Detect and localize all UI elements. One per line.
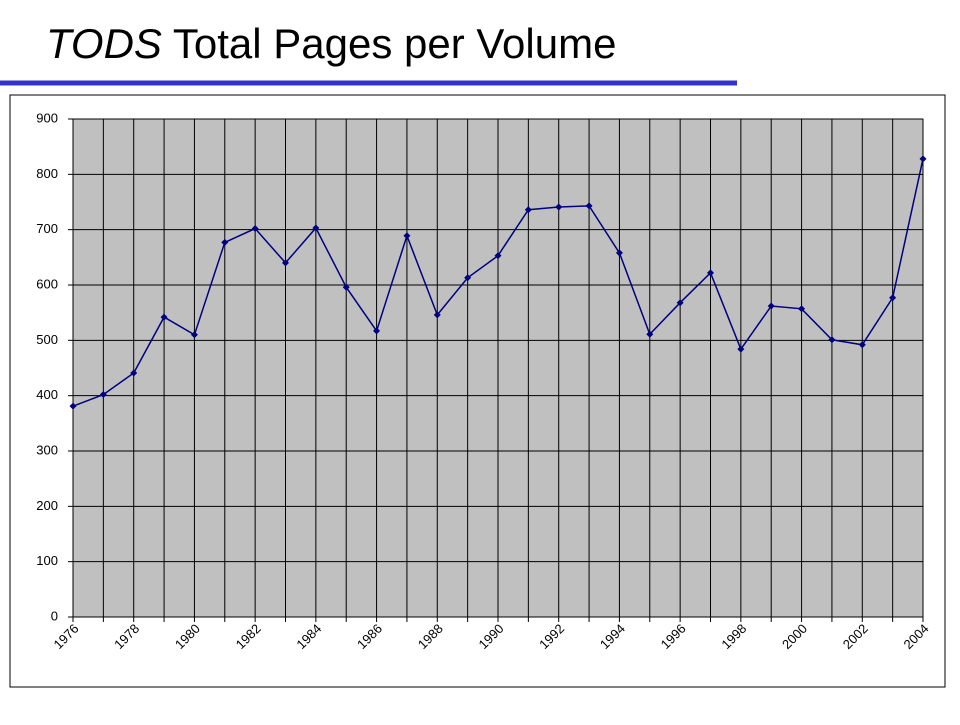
data-point [555,203,563,211]
data-point [282,259,289,267]
data-point [889,294,897,302]
data-point [251,225,259,233]
data-point [433,311,441,319]
data-point [69,402,77,410]
data-point [798,305,806,313]
y-tick-label: 300 [36,442,58,457]
data-point [646,330,654,338]
y-tick-label: 500 [36,332,58,347]
data-point [858,341,866,349]
y-tick-label: 600 [36,276,58,291]
data-point [737,345,745,353]
y-tick-label: 400 [36,387,58,402]
data-point [160,313,168,321]
data-point [676,299,684,307]
data-point [342,283,350,291]
data-point [221,238,229,246]
data-point [767,302,775,310]
title-text: Total Pages per Volume [173,20,617,67]
title-emphasis: TODS [46,20,162,67]
data-point [130,369,138,377]
data-point [585,202,593,210]
data-point [707,269,714,277]
y-tick-label: 800 [36,166,58,181]
data-point [312,224,320,232]
y-tick-label: 0 [51,608,58,623]
data-point [464,274,472,282]
data-point [524,206,532,214]
data-point [373,327,381,335]
data-point [99,391,107,399]
data-point [494,252,502,260]
data-point [403,232,411,240]
y-tick-label: 900 [36,110,58,125]
y-tick-label: 700 [36,221,58,236]
y-tick-label: 200 [36,498,58,513]
data-point [828,336,836,344]
data-point [919,155,927,163]
slide-title: TODS Total Pages per Volume [46,20,616,67]
data-point [615,249,623,257]
data-point [190,331,198,339]
y-tick-label: 100 [36,553,58,568]
